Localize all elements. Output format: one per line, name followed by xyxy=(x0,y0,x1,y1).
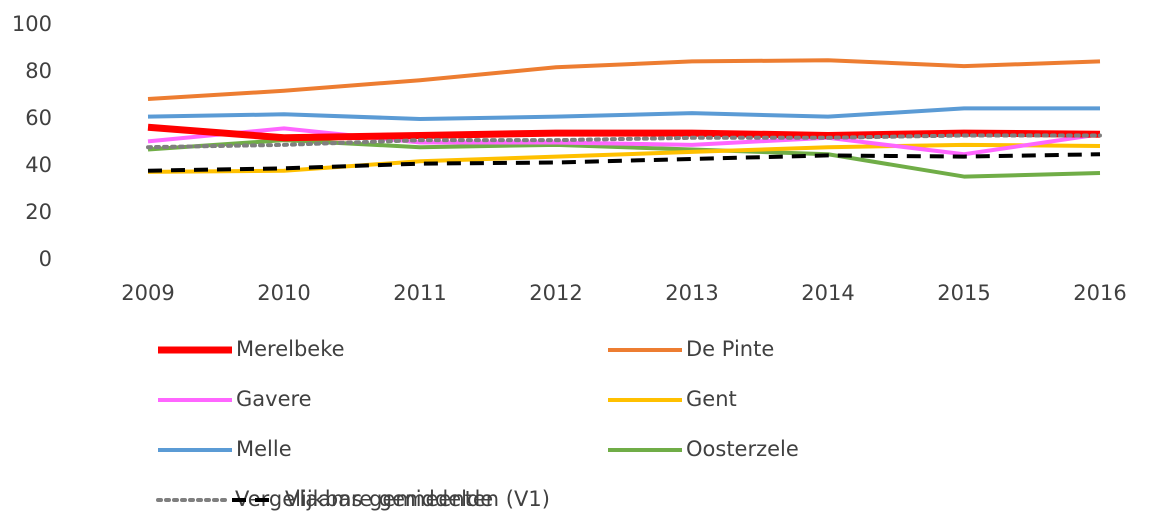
x-tick-label: 2009 xyxy=(121,281,174,305)
series-line xyxy=(147,123,1101,142)
legend-label: Vergelijkbare gemeenten (V1) xyxy=(235,487,550,511)
x-tick-label: 2015 xyxy=(937,281,990,305)
x-tick-label: 2012 xyxy=(529,281,582,305)
legend-label: De Pinte xyxy=(686,337,774,361)
x-tick-label: 2016 xyxy=(1073,281,1126,305)
series-line xyxy=(146,133,1102,150)
series-line xyxy=(147,142,1101,174)
series-line xyxy=(147,138,1101,179)
series-line xyxy=(147,106,1100,121)
y-tick-label: 100 xyxy=(12,12,52,36)
legend-label: Vlaams gemiddelde xyxy=(285,487,493,511)
series-line xyxy=(147,152,1101,173)
legend-label: Oosterzele xyxy=(686,437,799,461)
legend-label: Melle xyxy=(236,437,292,461)
x-tick-label: 2011 xyxy=(393,281,446,305)
y-tick-label: 80 xyxy=(25,59,52,83)
series-line xyxy=(147,126,1101,157)
legend-label: Gavere xyxy=(236,387,312,411)
legend-label: Gent xyxy=(686,387,737,411)
y-tick-label: 60 xyxy=(25,106,52,130)
y-tick-label: 20 xyxy=(25,200,52,224)
legend-label: Merelbeke xyxy=(236,337,345,361)
series-line xyxy=(147,58,1101,102)
x-tick-label: 2013 xyxy=(665,281,718,305)
y-tick-label: 40 xyxy=(25,153,52,177)
x-tick-label: 2010 xyxy=(257,281,310,305)
y-tick-label: 0 xyxy=(39,247,52,271)
x-tick-label: 2014 xyxy=(801,281,854,305)
